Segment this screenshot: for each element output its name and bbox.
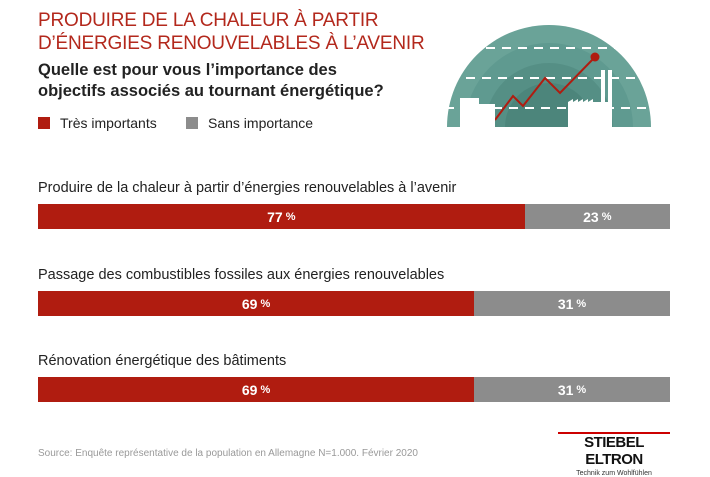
data-label: 77 [267, 208, 283, 225]
category-label: Produire de la chaleur à partir d’énergi… [38, 180, 457, 196]
bar-segment-very-important: 77% [38, 204, 525, 229]
unit-label: % [576, 383, 587, 396]
chart-title: PRODUIRE DE LA CHALEUR À PARTIR D’ÉNERGIE… [38, 9, 425, 55]
subtitle-line: Quelle est pour vous l’importance des [38, 61, 337, 79]
data-label: 31 [557, 381, 574, 398]
stacked-bar: 77% 23% [38, 204, 670, 229]
data-label: 69 [241, 381, 258, 398]
logo-name: STIEBEL ELTRON [558, 432, 670, 468]
bar-segment-very-important: 69% [38, 377, 475, 402]
legend-very-important: Très importants [38, 115, 157, 131]
logo-slogan: Technik zum Wohlfühlen [576, 470, 652, 477]
unit-label: % [576, 297, 587, 310]
legend-swatch [38, 117, 50, 129]
category-label: Passage des combustibles fossiles aux én… [38, 267, 445, 283]
legend-label: Sans importance [208, 115, 314, 131]
unit-label: % [260, 297, 271, 310]
title-line: PRODUIRE DE LA CHALEUR À PARTIR [38, 10, 379, 31]
data-label: 69 [241, 295, 258, 312]
source-note: Source: Enquête représentative de la pop… [38, 448, 418, 459]
data-label: 23 [583, 208, 599, 225]
stacked-bar: 69% 31% [38, 291, 670, 316]
unit-label: % [601, 210, 612, 223]
title-line: D’ÉNERGIES RENOUVELABLES À L’AVENIR [38, 33, 425, 54]
unit-label: % [285, 210, 296, 223]
stacked-bar: 69% 31% [38, 377, 670, 402]
data-label: 31 [557, 295, 574, 312]
bar-segment-unimportant: 31% [474, 377, 670, 402]
legend-unimportant: Sans importance [186, 115, 313, 131]
legend-label: Très importants [60, 115, 157, 131]
chart-subtitle: Quelle est pour vous l’importance des obj… [38, 60, 384, 102]
subtitle-line: objectifs associés au tournant énergétiq… [38, 82, 384, 100]
bar-segment-very-important: 69% [38, 291, 475, 316]
category-label: Rénovation énergétique des bâtiments [38, 353, 287, 369]
bar-segment-unimportant: 31% [474, 291, 670, 316]
legend-swatch [186, 117, 198, 129]
renewable-energy-illustration-icon [445, 25, 655, 127]
unit-label: % [260, 383, 271, 396]
bar-segment-unimportant: 23% [524, 204, 670, 229]
stiebel-eltron-logo: STIEBEL ELTRON Technik zum Wohlfühlen [558, 432, 670, 477]
